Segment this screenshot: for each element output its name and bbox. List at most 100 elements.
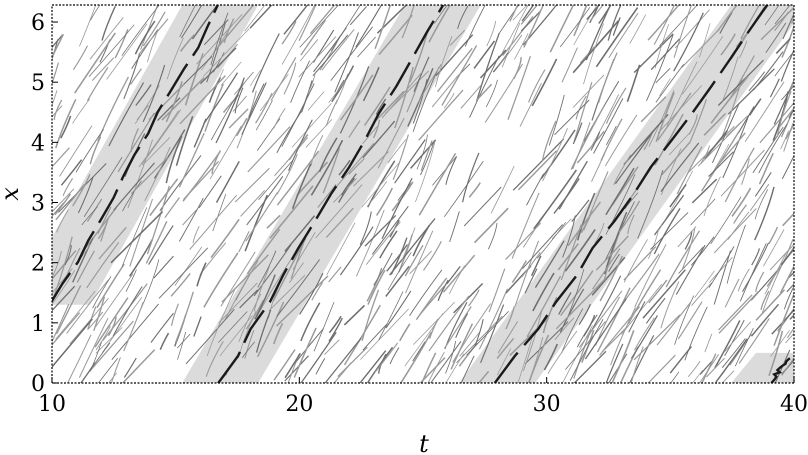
contour-streak bbox=[0, 237, 19, 264]
contour-streak bbox=[0, 331, 2, 382]
contour-streak bbox=[511, 192, 540, 259]
contour-streak bbox=[423, 241, 442, 271]
contour-streak bbox=[276, 153, 298, 195]
contour-streak bbox=[284, 355, 309, 382]
contour-streak bbox=[786, 283, 794, 293]
contour-streak bbox=[374, 5, 392, 49]
contour-streak bbox=[367, 180, 388, 207]
contour-streak bbox=[157, 97, 181, 122]
contour-streak bbox=[722, 115, 750, 179]
contour-streak bbox=[597, 52, 618, 104]
contour-streak bbox=[480, 304, 505, 364]
contour-streak bbox=[170, 273, 191, 297]
contour-streak bbox=[189, 194, 238, 250]
contour-streak bbox=[245, 299, 265, 330]
contour-streak bbox=[755, 271, 765, 292]
contour-streak bbox=[89, 17, 124, 60]
contour-streak bbox=[773, 292, 794, 346]
y-tick-label: 1 bbox=[31, 312, 45, 337]
x-tick-label: 40 bbox=[780, 392, 808, 417]
contour-streak bbox=[290, 60, 310, 103]
contour-streak bbox=[533, 169, 578, 230]
contour-streak bbox=[362, 66, 380, 102]
contour-streak bbox=[376, 5, 408, 34]
contour-streak bbox=[98, 226, 127, 260]
contour-streak bbox=[699, 354, 720, 383]
contour-streak bbox=[392, 134, 409, 180]
contour-streak bbox=[310, 139, 344, 196]
contour-streak bbox=[708, 151, 735, 177]
contour-streak bbox=[69, 297, 109, 345]
contour-streak bbox=[330, 5, 361, 52]
contour-streak bbox=[715, 338, 748, 383]
contour-streak bbox=[755, 289, 786, 321]
contour-streak bbox=[627, 214, 635, 235]
contour-streak bbox=[759, 103, 794, 144]
contour-streak bbox=[547, 330, 578, 374]
contour-streak bbox=[420, 140, 433, 171]
contour-streak bbox=[338, 177, 355, 203]
contour-streak bbox=[199, 47, 237, 85]
contour-streak bbox=[317, 184, 337, 208]
contour-streak bbox=[180, 5, 203, 39]
x-tick-label: 20 bbox=[285, 392, 313, 417]
contour-streak bbox=[330, 26, 373, 81]
contour-streak bbox=[524, 321, 569, 365]
y-tick-label: 6 bbox=[31, 11, 45, 36]
contour-streak bbox=[239, 289, 259, 309]
contour-streak bbox=[628, 301, 646, 333]
contour-streak bbox=[418, 153, 457, 216]
contour-streak bbox=[497, 320, 519, 354]
contour-streak bbox=[578, 290, 623, 348]
contour-streak bbox=[215, 161, 240, 203]
contour-streak bbox=[647, 5, 680, 41]
contour-streak bbox=[633, 314, 681, 361]
contour-streak bbox=[78, 317, 109, 378]
contour-streak bbox=[328, 80, 347, 103]
contour-streak bbox=[142, 11, 166, 47]
contour-streak bbox=[111, 303, 159, 361]
contour-streak bbox=[419, 357, 446, 383]
contour-streak bbox=[305, 119, 333, 148]
contour-streak bbox=[149, 178, 179, 217]
contour-streak bbox=[618, 200, 641, 233]
contour-streak bbox=[114, 28, 129, 59]
contour-streak bbox=[203, 19, 229, 46]
contour-streak bbox=[776, 90, 792, 138]
contour-streak bbox=[790, 16, 794, 24]
contour-streak bbox=[246, 228, 281, 275]
contour-streak bbox=[67, 334, 92, 383]
contour-streak bbox=[339, 226, 374, 276]
contour-streak bbox=[89, 136, 102, 165]
contour-streak bbox=[191, 5, 219, 40]
contour-streak bbox=[524, 268, 538, 294]
contour-streak bbox=[605, 343, 624, 383]
contour-streak bbox=[485, 79, 498, 108]
contour-streak bbox=[129, 68, 142, 85]
contour-streak bbox=[441, 45, 478, 106]
contour-streak bbox=[540, 129, 576, 180]
contour-streak bbox=[0, 262, 10, 283]
contour-streak bbox=[8, 110, 21, 143]
contour-streak bbox=[284, 215, 316, 252]
contour-streak bbox=[412, 66, 440, 132]
contour-streak bbox=[341, 173, 357, 196]
contour-streak bbox=[589, 5, 604, 21]
contour-streak bbox=[659, 5, 698, 47]
contour-streak bbox=[413, 301, 455, 345]
contour-streak bbox=[0, 314, 1, 331]
contour-streak bbox=[399, 323, 411, 342]
contour-streak bbox=[669, 346, 692, 374]
x-tick-label: 30 bbox=[533, 392, 561, 417]
contour-streak bbox=[55, 285, 82, 335]
contour-streak bbox=[473, 40, 496, 69]
contour-streak bbox=[251, 33, 280, 93]
contour-streak bbox=[0, 99, 6, 127]
contour-streak bbox=[464, 5, 486, 47]
contour-streak bbox=[490, 165, 515, 214]
contour-streak bbox=[591, 256, 626, 296]
contour-streak bbox=[561, 47, 578, 83]
contour-streak bbox=[775, 37, 791, 54]
contour-streak bbox=[238, 293, 262, 342]
contour-streak bbox=[571, 199, 590, 222]
